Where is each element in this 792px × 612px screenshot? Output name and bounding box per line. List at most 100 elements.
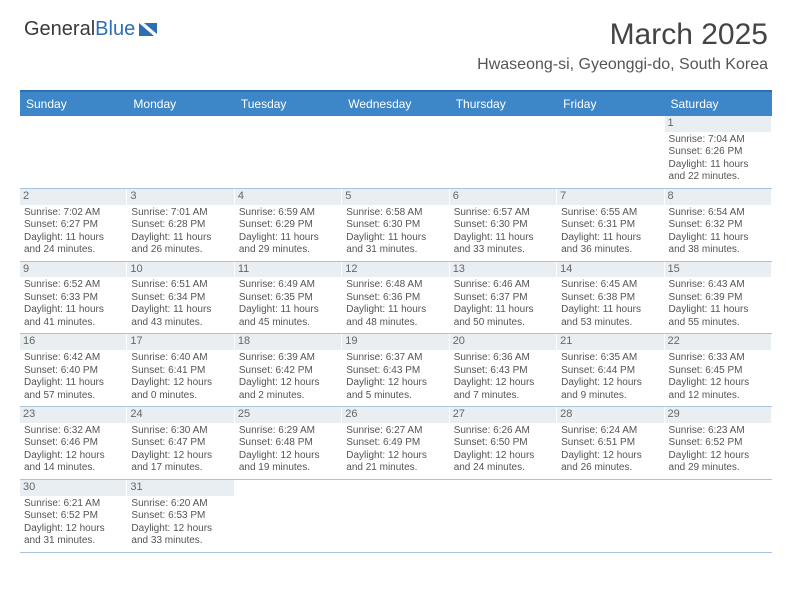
sunset-text: Sunset: 6:53 PM [131, 510, 229, 523]
sunset-text: Sunset: 6:32 PM [669, 219, 767, 232]
day-cell: 12Sunrise: 6:48 AMSunset: 6:36 PMDayligh… [342, 262, 449, 334]
page-header: GeneralBlue March 2025 Hwaseong-si, Gyeo… [0, 0, 792, 82]
daylight-text: Daylight: 11 hours and 24 minutes. [24, 232, 122, 257]
day-number: 13 [450, 262, 556, 278]
sunset-text: Sunset: 6:46 PM [24, 437, 122, 450]
day-cell: 5Sunrise: 6:58 AMSunset: 6:30 PMDaylight… [342, 189, 449, 261]
sunrise-text: Sunrise: 6:57 AM [454, 207, 552, 220]
daylight-text: Daylight: 11 hours and 29 minutes. [239, 232, 337, 257]
day-number: 1 [665, 116, 771, 132]
day-number: 22 [665, 334, 771, 350]
empty-cell [127, 116, 234, 188]
sunset-text: Sunset: 6:49 PM [346, 437, 444, 450]
sunrise-text: Sunrise: 6:33 AM [669, 352, 767, 365]
day-cell: 27Sunrise: 6:26 AMSunset: 6:50 PMDayligh… [450, 407, 557, 479]
day-cell: 24Sunrise: 6:30 AMSunset: 6:47 PMDayligh… [127, 407, 234, 479]
sunrise-text: Sunrise: 6:23 AM [669, 425, 767, 438]
sunset-text: Sunset: 6:41 PM [131, 365, 229, 378]
sunset-text: Sunset: 6:33 PM [24, 292, 122, 305]
day-header: Tuesday [235, 92, 342, 116]
logo-text-2: Blue [95, 18, 135, 40]
daylight-text: Daylight: 12 hours and 19 minutes. [239, 450, 337, 475]
day-number: 6 [450, 189, 556, 205]
week-row: 1Sunrise: 7:04 AMSunset: 6:26 PMDaylight… [20, 116, 772, 189]
sunset-text: Sunset: 6:38 PM [561, 292, 659, 305]
day-number: 18 [235, 334, 341, 350]
day-cell: 21Sunrise: 6:35 AMSunset: 6:44 PMDayligh… [557, 334, 664, 406]
empty-cell [557, 116, 664, 188]
sunrise-text: Sunrise: 6:54 AM [669, 207, 767, 220]
sunset-text: Sunset: 6:34 PM [131, 292, 229, 305]
sunset-text: Sunset: 6:52 PM [669, 437, 767, 450]
daylight-text: Daylight: 12 hours and 21 minutes. [346, 450, 444, 475]
week-row: 2Sunrise: 7:02 AMSunset: 6:27 PMDaylight… [20, 189, 772, 262]
daylight-text: Daylight: 12 hours and 24 minutes. [454, 450, 552, 475]
day-number: 10 [127, 262, 233, 278]
day-number: 31 [127, 480, 233, 496]
day-cell: 20Sunrise: 6:36 AMSunset: 6:43 PMDayligh… [450, 334, 557, 406]
daylight-text: Daylight: 11 hours and 22 minutes. [669, 159, 767, 184]
daylight-text: Daylight: 12 hours and 0 minutes. [131, 377, 229, 402]
sunrise-text: Sunrise: 6:21 AM [24, 498, 122, 511]
daylight-text: Daylight: 12 hours and 2 minutes. [239, 377, 337, 402]
day-cell: 11Sunrise: 6:49 AMSunset: 6:35 PMDayligh… [235, 262, 342, 334]
daylight-text: Daylight: 11 hours and 57 minutes. [24, 377, 122, 402]
day-header: Sunday [20, 92, 127, 116]
sunset-text: Sunset: 6:43 PM [454, 365, 552, 378]
daylight-text: Daylight: 11 hours and 50 minutes. [454, 304, 552, 329]
day-cell: 22Sunrise: 6:33 AMSunset: 6:45 PMDayligh… [665, 334, 772, 406]
day-number: 23 [20, 407, 126, 423]
sunset-text: Sunset: 6:31 PM [561, 219, 659, 232]
sunset-text: Sunset: 6:30 PM [454, 219, 552, 232]
day-cell: 2Sunrise: 7:02 AMSunset: 6:27 PMDaylight… [20, 189, 127, 261]
day-number: 4 [235, 189, 341, 205]
day-number: 16 [20, 334, 126, 350]
sunset-text: Sunset: 6:36 PM [346, 292, 444, 305]
empty-cell [342, 116, 449, 188]
day-number: 29 [665, 407, 771, 423]
sunset-text: Sunset: 6:52 PM [24, 510, 122, 523]
sunset-text: Sunset: 6:51 PM [561, 437, 659, 450]
title-block: March 2025 Hwaseong-si, Gyeonggi-do, Sou… [477, 18, 768, 74]
day-number: 21 [557, 334, 663, 350]
empty-cell [235, 116, 342, 188]
day-cell: 9Sunrise: 6:52 AMSunset: 6:33 PMDaylight… [20, 262, 127, 334]
flag-icon [139, 18, 165, 41]
sunset-text: Sunset: 6:40 PM [24, 365, 122, 378]
day-number: 15 [665, 262, 771, 278]
day-number: 28 [557, 407, 663, 423]
sunrise-text: Sunrise: 6:55 AM [561, 207, 659, 220]
sunrise-text: Sunrise: 7:02 AM [24, 207, 122, 220]
daylight-text: Daylight: 11 hours and 45 minutes. [239, 304, 337, 329]
logo-text: GeneralBlue [24, 18, 135, 41]
day-cell: 18Sunrise: 6:39 AMSunset: 6:42 PMDayligh… [235, 334, 342, 406]
day-header: Thursday [450, 92, 557, 116]
sunrise-text: Sunrise: 6:48 AM [346, 279, 444, 292]
sunset-text: Sunset: 6:44 PM [561, 365, 659, 378]
sunrise-text: Sunrise: 7:01 AM [131, 207, 229, 220]
daylight-text: Daylight: 11 hours and 48 minutes. [346, 304, 444, 329]
day-number: 17 [127, 334, 233, 350]
sunset-text: Sunset: 6:50 PM [454, 437, 552, 450]
sunset-text: Sunset: 6:45 PM [669, 365, 767, 378]
sunset-text: Sunset: 6:37 PM [454, 292, 552, 305]
daylight-text: Daylight: 12 hours and 31 minutes. [24, 523, 122, 548]
day-cell: 14Sunrise: 6:45 AMSunset: 6:38 PMDayligh… [557, 262, 664, 334]
empty-cell [450, 116, 557, 188]
daylight-text: Daylight: 12 hours and 29 minutes. [669, 450, 767, 475]
empty-cell [665, 480, 772, 552]
sunset-text: Sunset: 6:27 PM [24, 219, 122, 232]
daylight-text: Daylight: 11 hours and 36 minutes. [561, 232, 659, 257]
sunrise-text: Sunrise: 6:49 AM [239, 279, 337, 292]
day-number: 25 [235, 407, 341, 423]
day-number: 3 [127, 189, 233, 205]
sunrise-text: Sunrise: 6:51 AM [131, 279, 229, 292]
day-number: 30 [20, 480, 126, 496]
daylight-text: Daylight: 11 hours and 43 minutes. [131, 304, 229, 329]
day-number: 9 [20, 262, 126, 278]
sunrise-text: Sunrise: 6:29 AM [239, 425, 337, 438]
sunset-text: Sunset: 6:42 PM [239, 365, 337, 378]
sunset-text: Sunset: 6:29 PM [239, 219, 337, 232]
daylight-text: Daylight: 11 hours and 53 minutes. [561, 304, 659, 329]
sunrise-text: Sunrise: 6:24 AM [561, 425, 659, 438]
